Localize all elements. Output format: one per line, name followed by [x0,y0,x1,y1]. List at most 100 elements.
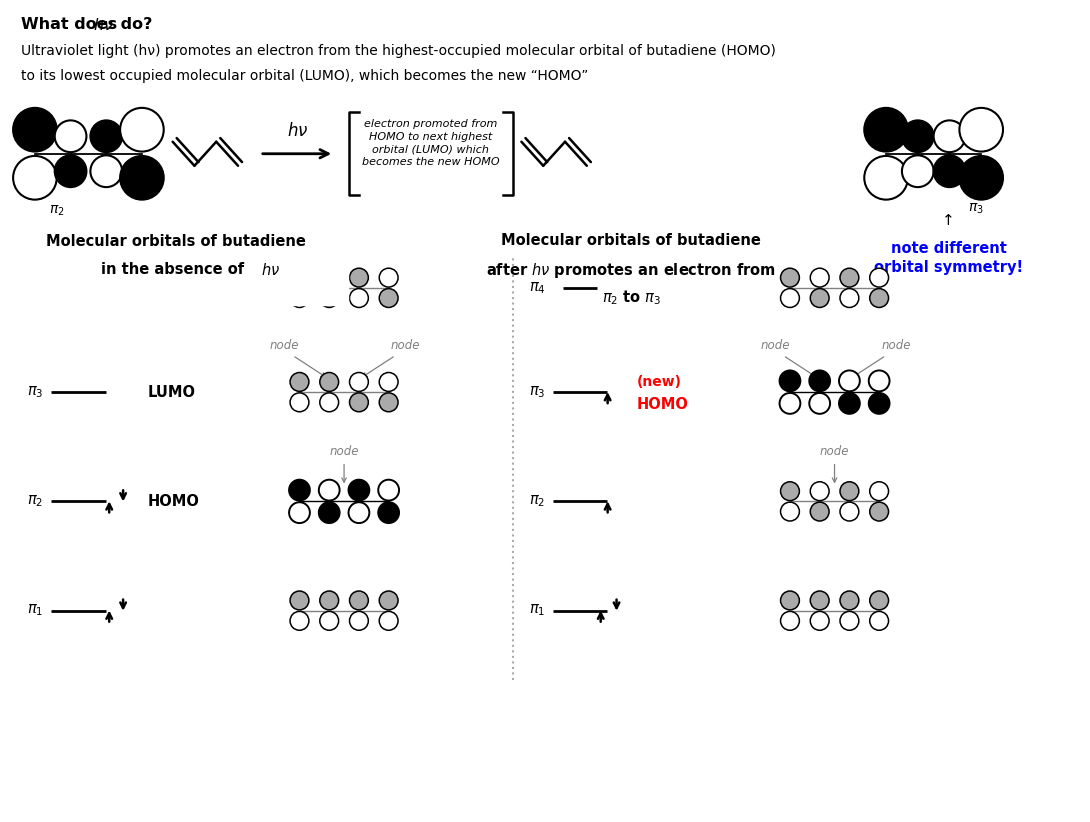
Circle shape [810,482,829,501]
Text: $\pi_4$: $\pi_4$ [26,280,44,296]
Circle shape [90,120,122,152]
Text: Molecular orbitals of butadiene
in the absence of: Molecular orbitals of butadiene in the a… [38,233,298,268]
Circle shape [959,108,1003,151]
Text: $h\nu$: $h\nu$ [94,16,114,33]
Circle shape [319,591,339,610]
Circle shape [319,268,339,287]
Circle shape [870,612,888,630]
Circle shape [379,591,398,610]
Circle shape [870,289,888,307]
Circle shape [839,393,860,413]
Circle shape [780,482,799,501]
Circle shape [780,612,799,630]
Circle shape [840,482,859,501]
Circle shape [779,393,800,413]
Circle shape [290,393,308,412]
Text: $h\nu$: $h\nu$ [287,122,308,140]
Text: node: node [390,339,421,353]
Text: node: node [761,339,790,353]
Circle shape [779,371,800,391]
Text: node: node [820,445,849,458]
Circle shape [869,393,889,413]
Text: $\pi_2$: $\pi_2$ [49,203,64,218]
Circle shape [349,480,370,501]
Text: $\pi_2$: $\pi_2$ [529,493,545,510]
Circle shape [901,120,934,152]
Circle shape [90,155,122,187]
Circle shape [809,393,831,413]
Circle shape [864,108,908,151]
Circle shape [780,289,799,307]
Circle shape [379,268,398,287]
Circle shape [350,372,368,391]
Circle shape [959,156,1003,200]
Circle shape [840,268,859,287]
Circle shape [290,372,308,391]
Text: electron promoted from
HOMO to next highest
orbital (LUMO) which
becomes the new: electron promoted from HOMO to next high… [362,119,499,168]
Text: $h\nu$: $h\nu$ [261,262,280,278]
Circle shape [810,591,829,610]
Circle shape [13,156,57,200]
Circle shape [289,502,310,523]
Circle shape [810,612,829,630]
Text: after $h\nu$ promotes an electron from: after $h\nu$ promotes an electron from [486,261,776,280]
Text: Molecular orbitals of butadiene: Molecular orbitals of butadiene [46,234,305,249]
Circle shape [319,612,339,630]
Text: $\pi_3$: $\pi_3$ [968,201,984,216]
Text: $h\nu$: $h\nu$ [195,257,215,273]
Text: Molecular orbitals of butadiene: Molecular orbitals of butadiene [501,233,761,248]
Circle shape [901,155,934,187]
Circle shape [379,372,398,391]
Circle shape [319,372,339,391]
Circle shape [840,591,859,610]
Text: HOMO: HOMO [148,494,199,509]
Circle shape [864,156,908,200]
Circle shape [350,591,368,610]
Circle shape [54,155,86,187]
Circle shape [379,289,398,307]
Text: note different
orbital symmetry!: note different orbital symmetry! [874,241,1024,275]
Circle shape [350,268,368,287]
Circle shape [379,393,398,412]
Text: to its lowest occupied molecular orbital (LUMO), which becomes the new “HOMO”: to its lowest occupied molecular orbital… [21,69,589,83]
Text: HOMO: HOMO [637,396,688,412]
Text: $\pi_4$: $\pi_4$ [529,280,546,296]
Text: $\pi_1$: $\pi_1$ [529,603,545,618]
Text: LUMO: LUMO [148,385,196,399]
Circle shape [54,120,86,152]
Circle shape [289,480,310,501]
Circle shape [870,502,888,521]
Text: ↑: ↑ [942,213,955,229]
Circle shape [780,591,799,610]
Text: node: node [881,339,911,353]
Circle shape [934,120,966,152]
Circle shape [810,268,829,287]
Circle shape [870,482,888,501]
Circle shape [379,612,398,630]
Circle shape [290,289,308,307]
Text: in the absence of: in the absence of [101,262,250,277]
Text: $\pi_3$: $\pi_3$ [529,384,545,400]
Circle shape [840,612,859,630]
Text: node: node [329,445,359,458]
Circle shape [350,289,368,307]
Text: Ultraviolet light (hν) promotes an electron from the highest-occupied molecular : Ultraviolet light (hν) promotes an elect… [21,44,776,58]
Text: node: node [270,339,300,353]
Circle shape [290,591,308,610]
Circle shape [319,289,339,307]
Circle shape [350,612,368,630]
Circle shape [780,502,799,521]
Circle shape [378,502,399,523]
Circle shape [870,591,888,610]
Circle shape [378,480,399,501]
Text: $\pi_2$ $\bf{to}$ $\pi_3$: $\pi_2$ $\bf{to}$ $\pi_3$ [602,288,662,307]
Circle shape [290,268,308,287]
Bar [21,230,348,305]
Circle shape [934,155,966,187]
Circle shape [318,502,340,523]
Circle shape [349,502,370,523]
Circle shape [839,371,860,391]
Circle shape [809,371,831,391]
Circle shape [120,156,164,200]
Text: $\pi_2$: $\pi_2$ [27,493,43,510]
